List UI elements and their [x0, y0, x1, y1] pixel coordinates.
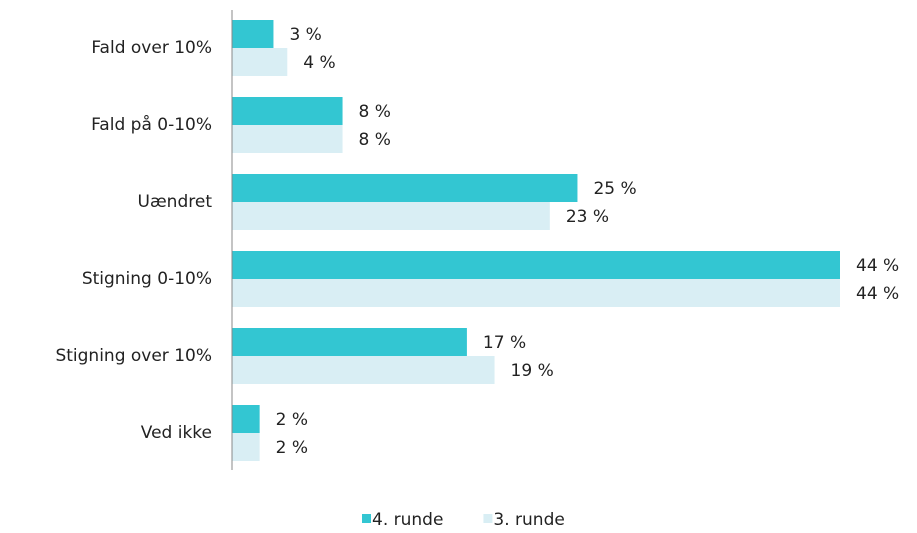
bar [232, 48, 288, 76]
data-label: 44 % [856, 284, 899, 304]
bar [232, 405, 260, 433]
data-label: 17 % [483, 333, 526, 353]
y-tick-label: Stigning over 10% [55, 346, 212, 366]
bar [232, 251, 840, 279]
bar [232, 328, 467, 356]
legend-swatch [483, 514, 493, 523]
data-label: 23 % [566, 207, 609, 227]
legend-swatch [362, 514, 371, 523]
data-label: 25 % [593, 179, 636, 199]
bar [232, 202, 550, 230]
data-label: 2 % [276, 410, 308, 430]
legend-label: 3. runde [493, 510, 564, 529]
bar [232, 125, 343, 153]
bar [232, 356, 495, 384]
bar [232, 20, 274, 48]
bar [232, 433, 260, 461]
y-tick-label: Uændret [138, 192, 213, 212]
data-label: 19 % [511, 361, 554, 381]
y-tick-label: Stigning 0-10% [82, 269, 212, 289]
data-label: 3 % [289, 25, 321, 45]
y-tick-label: Fald over 10% [91, 38, 212, 58]
y-tick-label: Fald på 0-10% [91, 114, 212, 135]
legend-label: 4. runde [372, 510, 443, 529]
data-label: 44 % [856, 256, 899, 276]
y-tick-label: Ved ikke [141, 423, 212, 443]
data-label: 4 % [303, 53, 335, 73]
data-label: 2 % [276, 438, 308, 458]
data-label: 8 % [359, 130, 391, 150]
bar [232, 97, 343, 125]
bar [232, 174, 578, 202]
bar [232, 279, 840, 307]
data-label: 8 % [359, 102, 391, 122]
